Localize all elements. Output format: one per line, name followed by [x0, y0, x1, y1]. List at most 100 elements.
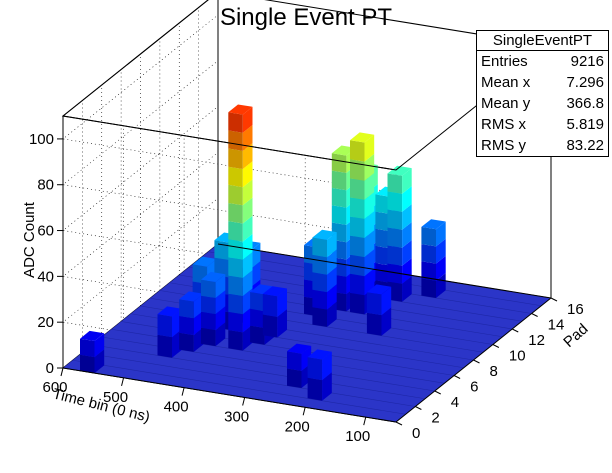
- column-side-face: [179, 332, 194, 352]
- z-tick-label: 0: [46, 360, 54, 377]
- column-front-face: [242, 197, 253, 224]
- column-front-face: [277, 288, 287, 317]
- column-side-face: [201, 279, 216, 298]
- x-tick-label: 10: [509, 348, 526, 365]
- column-side-face: [228, 184, 243, 206]
- column-front-face: [94, 333, 105, 358]
- column-side-face: [312, 237, 327, 258]
- column-top-face: [387, 165, 412, 176]
- column-side-face: [421, 261, 436, 281]
- x-tick-mark: [531, 313, 538, 317]
- column-side-face: [387, 263, 403, 284]
- axis-line: [62, 367, 397, 423]
- z-axis-title: ADC Count: [21, 201, 38, 278]
- column-top-face: [201, 271, 226, 282]
- column-top-face: [262, 286, 287, 297]
- stats-value: 5.819: [566, 116, 604, 133]
- column-front-face: [242, 179, 253, 206]
- stats-label: Entries: [481, 53, 528, 70]
- column-side-face: [228, 203, 243, 224]
- column-side-face: [228, 257, 243, 278]
- x-axis-title: Pad: [560, 320, 591, 351]
- stats-label: Mean y: [481, 95, 531, 112]
- column-front-face: [322, 351, 332, 381]
- column-front-face: [242, 233, 253, 260]
- column-front-face: [364, 211, 375, 238]
- z-tick-label: 40: [37, 268, 54, 285]
- y-tick-label: 600: [42, 379, 67, 396]
- column-front-face: [242, 125, 253, 151]
- stats-value: 9216: [570, 53, 604, 70]
- column-side-face: [421, 226, 436, 247]
- column-side-face: [157, 314, 172, 338]
- column-front-face: [364, 134, 375, 162]
- column-side-face: [331, 187, 347, 208]
- column-front-face: [381, 307, 392, 336]
- column-front-face: [242, 161, 253, 188]
- column-side-face: [287, 351, 302, 371]
- y-tick-mark: [121, 377, 125, 386]
- column-front-face: [436, 255, 446, 281]
- column-top-face: [331, 145, 356, 156]
- column-side-face: [375, 211, 390, 232]
- x-tick-mark: [492, 344, 500, 348]
- column-front-face: [242, 143, 253, 169]
- column-side-face: [366, 292, 382, 316]
- column-front-face: [436, 238, 446, 264]
- column-side-face: [228, 130, 243, 151]
- column-top-face: [312, 229, 337, 240]
- column-side-face: [228, 112, 243, 133]
- chart-title: Single Event PT: [219, 4, 393, 31]
- column-side-face: [250, 292, 265, 312]
- column-side-face: [228, 293, 243, 315]
- column-front-face: [364, 153, 375, 181]
- column-front-face: [215, 274, 226, 298]
- stats-row-rms-x: RMS x 5.819: [477, 114, 608, 135]
- column-top-face: [421, 219, 446, 230]
- column-front-face: [277, 309, 287, 338]
- x-tick-mark: [434, 390, 441, 395]
- column-side-face: [350, 235, 365, 258]
- column-side-face: [157, 334, 172, 358]
- stats-row-mean-x: Mean x 7.296: [477, 72, 608, 93]
- y-tick-label: 100: [345, 428, 370, 445]
- column-front-face: [402, 168, 412, 194]
- stats-label: RMS x: [481, 116, 526, 133]
- column-side-face: [312, 289, 327, 310]
- column-front-face: [242, 252, 253, 278]
- x-tick-mark: [395, 421, 403, 426]
- column-side-face: [262, 293, 278, 317]
- y-tick-label: 500: [103, 389, 128, 406]
- column-side-face: [214, 240, 229, 260]
- column-side-face: [179, 299, 194, 319]
- column-side-face: [80, 338, 95, 358]
- column-side-face: [375, 228, 390, 249]
- column-top-face: [307, 349, 332, 360]
- column-side-face: [387, 227, 403, 248]
- column-side-face: [387, 191, 403, 212]
- column-front-face: [94, 349, 105, 374]
- y-tick-label: 400: [164, 399, 189, 416]
- column-front-face: [402, 204, 412, 230]
- x-tick-label: 8: [490, 363, 498, 380]
- column-top-face: [366, 284, 392, 295]
- column-side-face: [179, 316, 194, 336]
- x-tick-mark: [550, 297, 558, 302]
- column-side-face: [201, 327, 216, 347]
- column-side-face: [228, 311, 243, 333]
- column-side-face: [228, 275, 243, 297]
- column-front-face: [215, 322, 226, 347]
- column-front-face: [364, 230, 375, 258]
- column-top-face: [157, 306, 182, 317]
- column-side-face: [80, 354, 95, 374]
- z-tick-label: 60: [37, 223, 54, 240]
- column-front-face: [436, 221, 446, 247]
- z-gridline: [62, 60, 397, 239]
- column-front-face: [402, 222, 412, 248]
- column-side-face: [307, 377, 323, 401]
- column-side-face: [350, 216, 365, 238]
- column-front-face: [242, 106, 253, 133]
- column-side-face: [307, 357, 323, 381]
- z-tick-label: 80: [37, 177, 54, 194]
